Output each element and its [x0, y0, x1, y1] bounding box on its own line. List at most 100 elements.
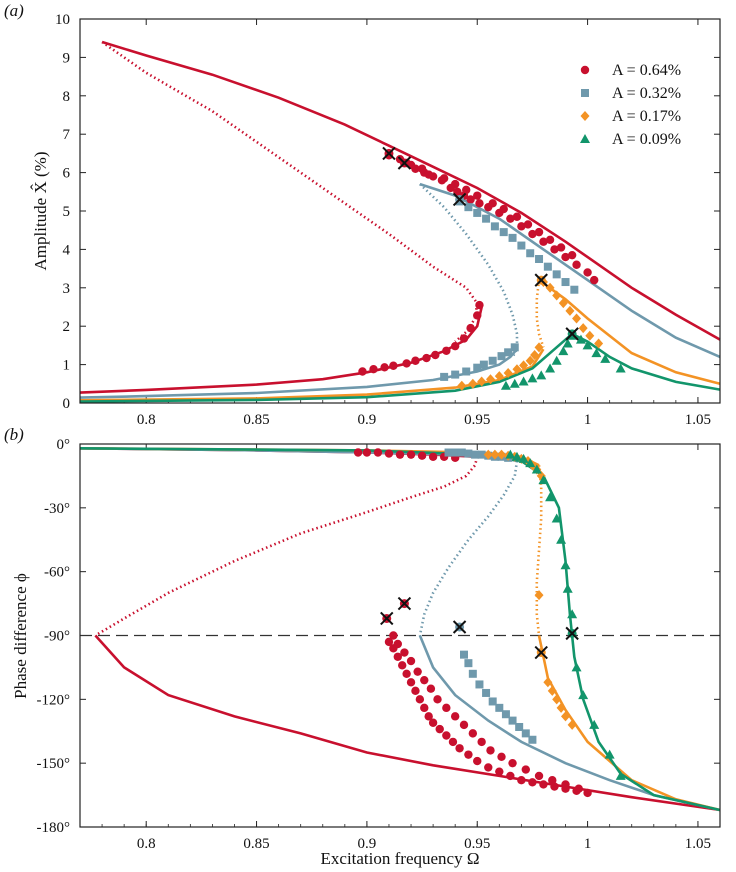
data-point-A064 [402, 669, 411, 678]
data-point-A064 [424, 170, 433, 179]
data-point-A017 [503, 368, 513, 379]
x-tick-label: 1 [584, 836, 592, 852]
data-point-A009 [551, 513, 562, 523]
cross-marker-stroke [565, 327, 579, 341]
data-point-A009 [527, 373, 538, 383]
data-point-A064 [499, 204, 508, 214]
curve-stable-upper-A017 [538, 279, 721, 386]
data-point-A017 [585, 330, 595, 341]
data-point-A017 [558, 298, 568, 309]
data-point-A032 [508, 716, 517, 725]
data-point-A064 [488, 199, 497, 208]
data-point-A064 [473, 756, 482, 766]
data-point-A032 [535, 255, 544, 263]
data-point-A017 [525, 355, 535, 366]
data-point-A064 [406, 678, 416, 687]
data-point-A017 [543, 677, 553, 688]
data-point-A064 [362, 448, 372, 457]
data-point-A032 [482, 688, 491, 697]
y-tick-label: -120° [37, 692, 71, 708]
data-point-A064 [428, 452, 438, 461]
data-point-A064 [583, 788, 592, 798]
data-point-A017 [556, 702, 566, 713]
data-point-A064 [400, 648, 409, 657]
data-point-A032 [495, 703, 504, 712]
y-tick-label: -30° [44, 501, 70, 517]
data-point-A017 [572, 313, 582, 324]
data-point-A032 [504, 348, 513, 357]
legend-marker-A032 [581, 89, 589, 97]
data-point-A064 [464, 750, 473, 759]
data-point-A064 [389, 361, 398, 370]
data-point-A017 [477, 376, 487, 387]
data-point-A064 [398, 661, 407, 670]
data-point-A009 [538, 475, 549, 485]
data-point-A064 [380, 363, 389, 372]
data-point-A009 [518, 453, 529, 463]
x-tick-label: 0.8 [137, 836, 156, 852]
data-point-A032 [510, 343, 519, 352]
cross-marker-stroke [534, 645, 548, 660]
legend-label-A017: A = 0.17% [612, 108, 681, 125]
data-point-A064 [466, 323, 475, 333]
data-point-A017 [512, 364, 522, 375]
data-point-A064 [523, 220, 533, 229]
data-point-A064 [521, 765, 530, 774]
data-point-A032 [451, 448, 460, 457]
data-point-A064 [583, 268, 592, 277]
data-point-A009 [582, 340, 593, 350]
data-point-A032 [464, 659, 473, 668]
data-point-A064 [534, 227, 544, 237]
data-point-A032 [543, 262, 552, 271]
data-point-A032 [552, 270, 561, 279]
data-point-A009 [575, 334, 586, 344]
data-point-A009 [615, 770, 626, 780]
cross-marker-stroke [534, 273, 548, 287]
data-point-A064 [567, 250, 577, 260]
data-point-A064 [417, 451, 427, 460]
x-tick-label: 0.95 [464, 412, 490, 428]
panel-a-legend: A = 0.64% A = 0.32% A = 0.17% A = 0.09% [580, 62, 681, 148]
data-point-A009 [562, 338, 573, 348]
data-point-A032 [501, 710, 510, 719]
data-point-A064 [517, 222, 526, 231]
data-point-A009 [600, 353, 611, 363]
data-point-A064 [539, 237, 548, 246]
data-point-A017 [567, 719, 577, 730]
data-point-A064 [422, 353, 431, 363]
data-point-A017 [483, 449, 493, 460]
data-point-A032 [528, 735, 537, 744]
cross-marker-A064 [397, 596, 412, 611]
data-point-A032 [521, 729, 530, 738]
data-point-A017 [552, 694, 562, 705]
data-point-A064 [420, 703, 429, 713]
data-point-A017 [534, 342, 544, 353]
data-point-A064 [466, 195, 475, 204]
data-point-A064 [415, 695, 425, 704]
curve-unstable-A064 [94, 456, 479, 637]
y-tick-label: 1 [63, 358, 71, 374]
data-point-A032 [561, 278, 570, 287]
data-point-A064 [406, 656, 416, 666]
data-point-A064 [353, 448, 363, 457]
data-point-A064 [528, 229, 537, 239]
data-point-A032 [570, 285, 579, 294]
legend-marker-A017 [580, 111, 590, 121]
data-point-A064 [424, 712, 433, 721]
data-point-A064 [426, 684, 436, 693]
data-point-A064 [548, 775, 557, 785]
panel-b-frame [79, 443, 721, 828]
data-point-A064 [462, 185, 471, 195]
data-point-A009 [545, 492, 556, 502]
y-tick-label: -150° [37, 756, 71, 772]
curve-unstable-A064 [101, 40, 479, 343]
data-point-A009 [567, 609, 578, 619]
curve-stable-lower-A064 [79, 306, 483, 394]
y-tick-label: 4 [63, 242, 71, 258]
data-point-A064 [497, 752, 506, 761]
data-point-A064 [528, 778, 537, 787]
curve-stable-lower-A032 [79, 348, 518, 399]
data-point-A017 [490, 449, 500, 460]
data-point-A017 [497, 449, 507, 460]
data-point-A064 [411, 686, 420, 696]
